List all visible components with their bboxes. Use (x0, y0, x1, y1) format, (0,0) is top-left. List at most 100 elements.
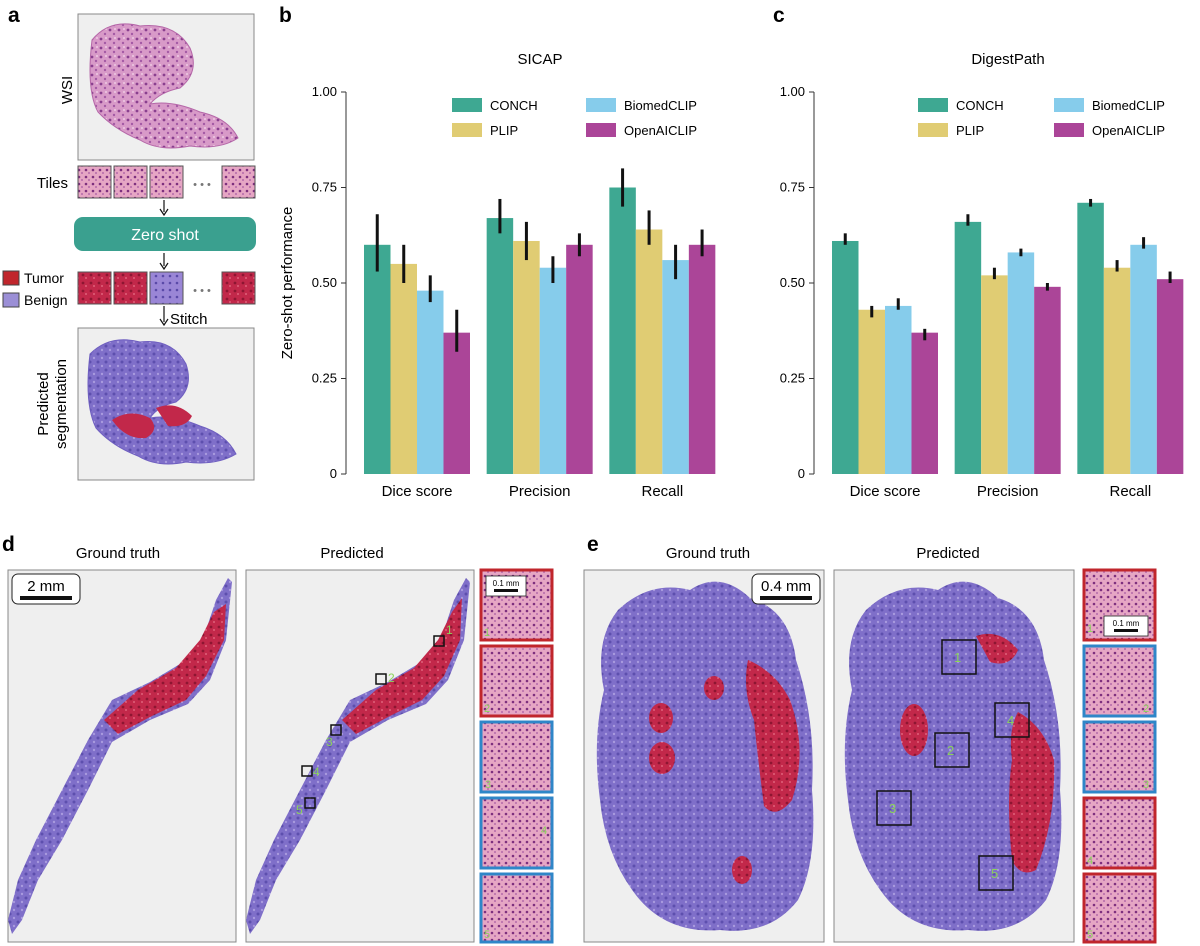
tiles-row (77, 165, 256, 199)
digestpath-chart: DigestPath 0 0.25 0.50 0.75 1.00 Dice score Pre… (780, 51, 1184, 500)
sicap-legend-swatch-OpenAICLIP (586, 123, 616, 137)
sicap-legend-swatch-PLIP (452, 123, 482, 137)
sicap-bar-OpenAICLIP-2 (688, 244, 716, 474)
classified-tiles-row (77, 271, 256, 305)
zero-shot-label: Zero shot (131, 227, 199, 244)
d-insets: 0.1 mm 1 2 3 4 5 (479, 568, 554, 944)
tumor-legend-label: Tumor (24, 270, 64, 286)
sicap-legend-label-CONCH: CONCH (490, 98, 538, 113)
wsi-label: WSI (59, 76, 76, 104)
e-inset-number-2: 2 (1143, 703, 1149, 715)
sicap-legend-label-PLIP: PLIP (490, 123, 518, 138)
d-inset-number-3: 3 (485, 779, 491, 791)
digestpath-ytick-label: 0.50 (780, 275, 805, 290)
sicap-ytick-label: 0 (330, 466, 337, 481)
digestpath-ytick-label: 0 (798, 466, 805, 481)
d-predicted-label: Predicted (320, 545, 383, 562)
digestpath-bar-OpenAICLIP-2 (1156, 279, 1184, 474)
digestpath-category-label-0: Dice score (850, 483, 921, 500)
d-scale-bar: 2 mm (11, 573, 81, 605)
d-ground-truth-label: Ground truth (76, 545, 160, 562)
sicap-chart: SICAP 0 0.25 0.50 0.75 1.00 Zero-shot performa… (279, 51, 716, 500)
d-box-number-4: 4 (313, 765, 320, 779)
e-predicted-image: 1 2 3 4 5 (833, 569, 1075, 943)
sicap-legend-swatch-BiomedCLIP (586, 98, 616, 112)
tiles-ellipsis: • • • (193, 179, 211, 191)
d-predicted-image: 1 2 3 4 5 (245, 569, 475, 943)
panel-letter-b: b (279, 4, 292, 27)
benign-legend-item: Benign (2, 292, 68, 308)
predicted-label-line2: segmentation (53, 359, 70, 449)
e-box-number-3: 3 (889, 801, 896, 816)
e-scale-label: 0.4 mm (761, 578, 811, 595)
digestpath-bar-PLIP-1 (981, 275, 1008, 474)
d-box-number-1: 1 (446, 623, 453, 637)
sicap-bar-CONCH-2 (609, 187, 636, 474)
e-box-number-5: 5 (991, 866, 998, 881)
zero-shot-box (74, 217, 256, 251)
e-inset-number-5: 5 (1087, 929, 1093, 941)
wsi-thumbnail (77, 13, 255, 161)
digestpath-bar-OpenAICLIP-1 (1034, 286, 1061, 474)
predicted-label-line1: Predicted (35, 372, 52, 435)
sicap-bar-PLIP-2 (635, 229, 663, 474)
e-scale-bar: 0.4 mm (751, 573, 821, 605)
panel-letter-a: a (8, 4, 20, 27)
digestpath-bar-PLIP-0 (858, 309, 885, 474)
d-box-number-2: 2 (388, 671, 395, 685)
digestpath-legend-swatch-OpenAICLIP (1054, 123, 1084, 137)
digestpath-legend-label-BiomedCLIP: BiomedCLIP (1092, 98, 1165, 113)
sicap-bar-PLIP-0 (390, 263, 417, 474)
digestpath-legend-swatch-CONCH (918, 98, 948, 112)
digestpath-category-label-1: Precision (977, 483, 1039, 500)
e-ground-truth-image (583, 569, 825, 943)
d-inset-number-5: 5 (484, 929, 490, 941)
e-inset-number-1: 1 (1087, 623, 1093, 635)
d-inset-number-2: 2 (484, 703, 490, 715)
digestpath-category-label-2: Recall (1109, 483, 1151, 500)
sicap-title: SICAP (517, 51, 562, 68)
e-insets: 0.1 mm 1 2 3 4 5 (1082, 568, 1157, 944)
digestpath-bar-PLIP-2 (1103, 267, 1131, 474)
sicap-ytick-label: 0.75 (312, 180, 337, 195)
sicap-bar-BiomedCLIP-2 (662, 260, 689, 474)
predicted-segmentation-thumbnail (77, 327, 255, 481)
d-box-number-3: 3 (326, 735, 333, 749)
e-inset-number-3: 3 (1143, 779, 1149, 791)
e-inset-number-4: 4 (1087, 855, 1093, 867)
sicap-ytick-label: 1.00 (312, 84, 337, 99)
sicap-category-label-2: Recall (641, 483, 683, 500)
d-ground-truth-image (7, 569, 237, 943)
sicap-legend-label-OpenAICLIP: OpenAICLIP (624, 123, 697, 138)
digestpath-ytick-label: 0.25 (780, 371, 805, 386)
e-predicted-label: Predicted (916, 545, 979, 562)
panel-letter-e: e (587, 533, 599, 556)
d-box-number-5: 5 (296, 803, 303, 817)
digestpath-bar-CONCH-0 (832, 240, 859, 474)
sicap-category-label-1: Precision (509, 483, 571, 500)
tumor-legend-item: Tumor (2, 270, 64, 286)
benign-legend-label: Benign (24, 292, 68, 308)
sicap-bar-BiomedCLIP-1 (539, 267, 567, 474)
digestpath-ytick-label: 1.00 (780, 84, 805, 99)
digestpath-legend-label-CONCH: CONCH (956, 98, 1004, 113)
sicap-bar-BiomedCLIP-0 (417, 290, 444, 474)
tiles-label: Tiles (37, 175, 68, 192)
d-inset-number-1: 1 (484, 627, 490, 639)
sicap-y-axis-label: Zero-shot performance (279, 207, 296, 360)
sicap-category-label-0: Dice score (382, 483, 453, 500)
sicap-ytick-label: 0.50 (312, 275, 337, 290)
panel-letter-c: c (773, 4, 785, 27)
digestpath-bar-CONCH-1 (954, 221, 982, 474)
digestpath-legend-swatch-BiomedCLIP (1054, 98, 1084, 112)
digestpath-legend-label-PLIP: PLIP (956, 123, 984, 138)
sicap-ytick-label: 0.25 (312, 371, 337, 386)
d-scale-label: 2 mm (27, 578, 65, 595)
panel-letter-d: d (2, 533, 15, 556)
sicap-legend-swatch-CONCH (452, 98, 482, 112)
digestpath-ytick-label: 0.75 (780, 180, 805, 195)
digestpath-legend-label-OpenAICLIP: OpenAICLIP (1092, 123, 1165, 138)
sicap-bar-PLIP-1 (513, 240, 540, 474)
sicap-bar-CONCH-0 (364, 244, 391, 474)
